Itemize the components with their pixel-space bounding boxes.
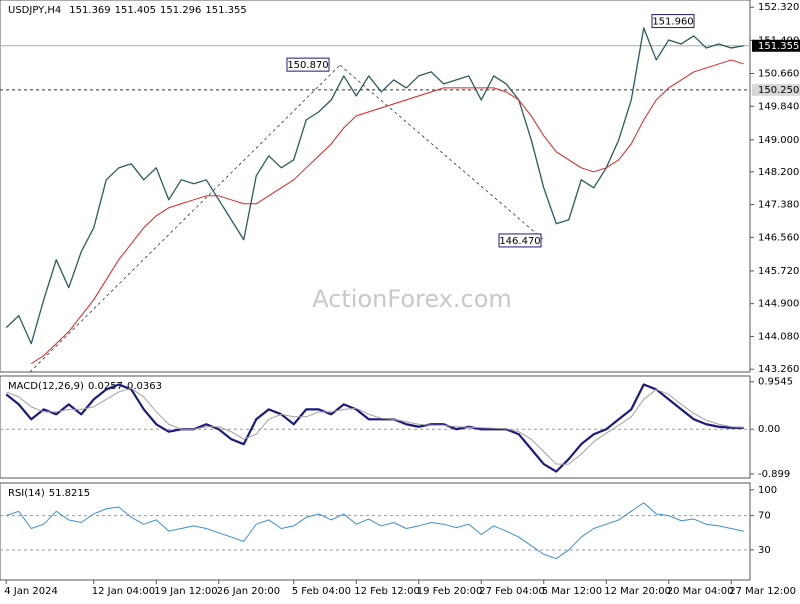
panel-frame bbox=[0, 0, 751, 373]
price-badge bbox=[752, 83, 800, 96]
x-tick-label: 26 Jan 20:00 bbox=[217, 586, 280, 597]
y-tick-label: 147.380 bbox=[758, 200, 799, 211]
y-tick-label: 70 bbox=[758, 511, 771, 522]
annotation-box bbox=[498, 233, 542, 248]
price-badge-label: 151.355 bbox=[758, 41, 799, 52]
reading: 51.8215 bbox=[49, 488, 90, 499]
series-line bbox=[5, 27, 744, 345]
x-tick-label: 19 Jan 12:00 bbox=[154, 586, 217, 597]
x-tick-label: 4 Jan 2024 bbox=[4, 586, 58, 597]
price-badge-label: 150.250 bbox=[758, 85, 799, 96]
y-tick-label: 143.260 bbox=[758, 364, 799, 375]
x-tick-label: 12 Mar 20:00 bbox=[604, 586, 671, 597]
y-tick-label: 148.200 bbox=[758, 167, 799, 178]
series-line bbox=[6, 502, 744, 560]
x-tick-label: 19 Feb 20:00 bbox=[417, 586, 483, 597]
y-tick-label: 145.720 bbox=[758, 266, 799, 277]
y-tick-label: 150.660 bbox=[758, 69, 799, 80]
y-tick-label: 0.9545 bbox=[758, 377, 793, 388]
x-tick-label: 5 Feb 04:00 bbox=[292, 586, 351, 597]
annotation-box bbox=[286, 57, 330, 72]
reading: 151.296 bbox=[160, 5, 201, 16]
series-line bbox=[30, 59, 744, 365]
y-tick-label: 152.320 bbox=[758, 2, 799, 13]
x-tick-label: 12 Feb 12:00 bbox=[354, 586, 420, 597]
panel-title: USDJPY,H4 151.369 151.405 151.296 151.355 bbox=[8, 5, 247, 16]
y-tick-label: 0.00 bbox=[758, 424, 780, 435]
price-badge bbox=[752, 39, 800, 52]
reading: 151.369 bbox=[69, 5, 110, 16]
y-tick-label: 146.560 bbox=[758, 232, 799, 243]
annotation-label: 150.870 bbox=[287, 60, 328, 71]
x-tick-label: 12 Jan 04:00 bbox=[92, 586, 155, 597]
panel-title: RSI(14) 51.8215 bbox=[8, 488, 90, 499]
y-tick-label: 30 bbox=[758, 545, 771, 556]
reading: 151.405 bbox=[115, 5, 156, 16]
annotation-label: 146.470 bbox=[499, 236, 540, 247]
watermark: ActionForex.com bbox=[312, 285, 512, 313]
x-tick-label: 5 Mar 12:00 bbox=[542, 586, 602, 597]
indicator-name: MACD(12,26,9) bbox=[8, 381, 84, 392]
panel-frame bbox=[0, 375, 751, 479]
y-tick-label: 100 bbox=[758, 485, 777, 496]
annotation-box bbox=[651, 14, 695, 29]
indicator-name: USDJPY,H4 bbox=[8, 5, 61, 16]
reading: 151.355 bbox=[205, 5, 246, 16]
y-tick-label: -0.899 bbox=[758, 469, 790, 480]
y-tick-label: 144.080 bbox=[758, 331, 799, 342]
y-tick-label: 144.900 bbox=[758, 299, 799, 310]
x-tick-label: 27 Feb 04:00 bbox=[479, 586, 545, 597]
series-line bbox=[6, 387, 744, 465]
reading: 0.0257 bbox=[88, 381, 123, 392]
x-tick-label: 20 Mar 04:00 bbox=[667, 586, 734, 597]
y-tick-label: 149.000 bbox=[758, 135, 799, 146]
panel-frame bbox=[0, 482, 751, 581]
indicator-name: RSI(14) bbox=[8, 488, 45, 499]
panel-title: MACD(12,26,9) 0.0257 0.0363 bbox=[8, 381, 162, 392]
reading: 0.0363 bbox=[127, 381, 162, 392]
y-tick-label: 149.840 bbox=[758, 101, 799, 112]
x-tick-label: 27 Mar 12:00 bbox=[729, 586, 796, 597]
annotation-label: 151.960 bbox=[652, 17, 693, 28]
trend-line bbox=[29, 64, 341, 373]
